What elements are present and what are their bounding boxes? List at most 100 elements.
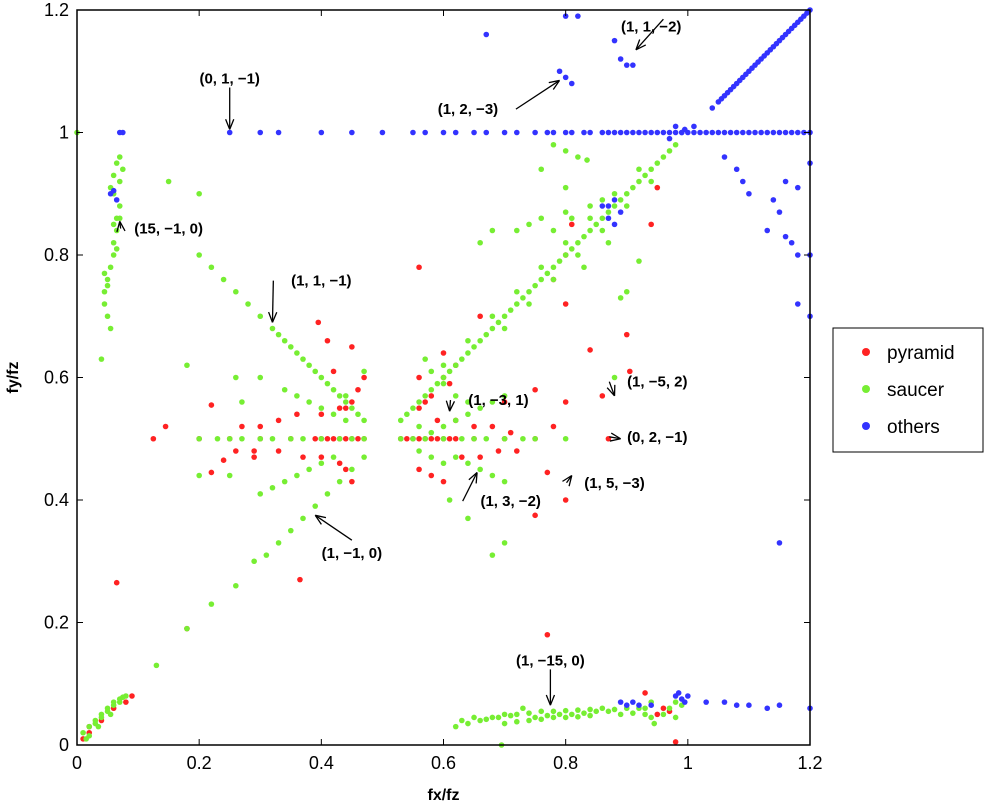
data-point-others bbox=[568, 80, 575, 87]
data-point-saucer bbox=[556, 258, 563, 264]
data-point-saucer bbox=[428, 386, 435, 393]
annotation-arrowhead bbox=[225, 118, 235, 130]
data-point-saucer bbox=[465, 411, 471, 418]
annotation-arrow bbox=[271, 280, 274, 323]
data-point-others bbox=[779, 34, 786, 41]
data-point-saucer bbox=[459, 435, 465, 442]
y-tick-label: 0.8 bbox=[44, 245, 69, 265]
data-point-saucer bbox=[636, 166, 642, 173]
data-point-others bbox=[733, 702, 740, 708]
data-point-pyramid bbox=[440, 478, 447, 485]
data-point-pyramid bbox=[428, 393, 435, 399]
data-point-saucer bbox=[550, 714, 557, 721]
data-point-saucer bbox=[318, 435, 325, 442]
data-point-others bbox=[746, 190, 752, 197]
data-point-others bbox=[798, 16, 804, 22]
data-point-pyramid bbox=[404, 435, 410, 442]
data-point-saucer bbox=[562, 435, 569, 442]
data-point-saucer bbox=[95, 723, 102, 730]
data-point-others bbox=[794, 252, 801, 258]
data-point-saucer bbox=[226, 472, 233, 479]
data-point-saucer bbox=[312, 368, 319, 375]
data-point-others bbox=[562, 74, 569, 81]
data-point-saucer bbox=[575, 239, 581, 246]
data-point-others bbox=[587, 129, 593, 136]
data-point-saucer bbox=[489, 325, 496, 332]
data-point-saucer bbox=[587, 712, 593, 719]
data-point-saucer bbox=[336, 435, 343, 442]
data-point-others bbox=[440, 129, 447, 136]
data-point-saucer bbox=[410, 405, 416, 411]
data-point-saucer bbox=[361, 368, 367, 375]
data-point-pyramid bbox=[416, 264, 422, 271]
data-point-pyramid bbox=[318, 411, 325, 418]
data-point-pyramid bbox=[501, 399, 508, 405]
data-point-saucer bbox=[630, 710, 636, 716]
data-point-saucer bbox=[575, 707, 581, 713]
data-point-others bbox=[749, 65, 755, 71]
data-point-saucer bbox=[501, 478, 508, 485]
annotation-label: (0, 2, −1) bbox=[627, 429, 687, 446]
annotation-label: (1, 5, −3) bbox=[584, 475, 644, 492]
data-point-others bbox=[691, 129, 697, 136]
y-tick-label: 0.4 bbox=[44, 490, 69, 510]
data-point-pyramid bbox=[507, 429, 514, 436]
data-point-others bbox=[721, 154, 728, 160]
data-point-others bbox=[599, 203, 606, 209]
data-point-saucer bbox=[648, 178, 654, 185]
data-point-saucer bbox=[538, 716, 545, 723]
data-point-pyramid bbox=[416, 435, 422, 442]
data-point-saucer bbox=[514, 301, 520, 307]
data-point-saucer bbox=[251, 558, 257, 565]
data-point-saucer bbox=[514, 718, 520, 725]
data-point-others bbox=[568, 129, 575, 136]
data-point-saucer bbox=[556, 711, 563, 718]
data-point-others bbox=[110, 187, 117, 194]
data-point-others bbox=[116, 129, 123, 136]
data-point-saucer bbox=[116, 178, 123, 185]
data-point-others bbox=[703, 699, 709, 705]
data-point-saucer bbox=[593, 221, 600, 228]
annotation-arrowhead bbox=[635, 39, 647, 51]
data-point-saucer bbox=[165, 178, 172, 185]
data-point-saucer bbox=[110, 252, 117, 258]
data-point-saucer bbox=[489, 472, 496, 479]
data-point-saucer bbox=[514, 288, 520, 295]
data-point-pyramid bbox=[162, 423, 169, 430]
data-point-saucer bbox=[581, 264, 587, 271]
data-point-saucer bbox=[239, 435, 245, 442]
data-point-others bbox=[736, 77, 743, 84]
data-point-others bbox=[483, 31, 490, 38]
data-point-saucer bbox=[562, 252, 569, 258]
data-point-pyramid bbox=[428, 435, 435, 442]
data-point-saucer bbox=[538, 276, 545, 283]
data-point-others bbox=[349, 129, 355, 136]
data-point-saucer bbox=[599, 197, 606, 203]
data-point-saucer bbox=[113, 160, 120, 166]
data-point-saucer bbox=[263, 552, 270, 558]
data-point-saucer bbox=[452, 362, 459, 369]
data-point-saucer bbox=[660, 711, 667, 718]
data-point-others bbox=[532, 129, 538, 136]
annotation-arrowhead bbox=[606, 384, 616, 397]
data-point-pyramid bbox=[544, 631, 551, 638]
data-point-pyramid bbox=[599, 393, 606, 399]
data-point-pyramid bbox=[562, 497, 569, 503]
data-point-saucer bbox=[440, 374, 447, 381]
legend-label-others: others bbox=[887, 417, 940, 438]
annotation-arrow bbox=[635, 18, 664, 51]
y-tick-label: 1 bbox=[59, 123, 69, 143]
data-point-pyramid bbox=[623, 331, 630, 338]
data-point-saucer bbox=[245, 301, 251, 307]
data-point-others bbox=[733, 166, 740, 173]
data-point-saucer bbox=[501, 540, 508, 546]
data-point-saucer bbox=[587, 706, 593, 713]
data-point-saucer bbox=[434, 380, 441, 387]
data-point-saucer bbox=[361, 454, 367, 460]
data-point-saucer bbox=[226, 435, 233, 442]
annotations-layer: (1, 1, −2) (0, 1, −1) (1, 2, −3) (15, −1, 0… bbox=[116, 18, 688, 706]
data-point-pyramid bbox=[355, 435, 361, 442]
data-point-pyramid bbox=[113, 579, 120, 586]
data-point-saucer bbox=[355, 411, 361, 418]
